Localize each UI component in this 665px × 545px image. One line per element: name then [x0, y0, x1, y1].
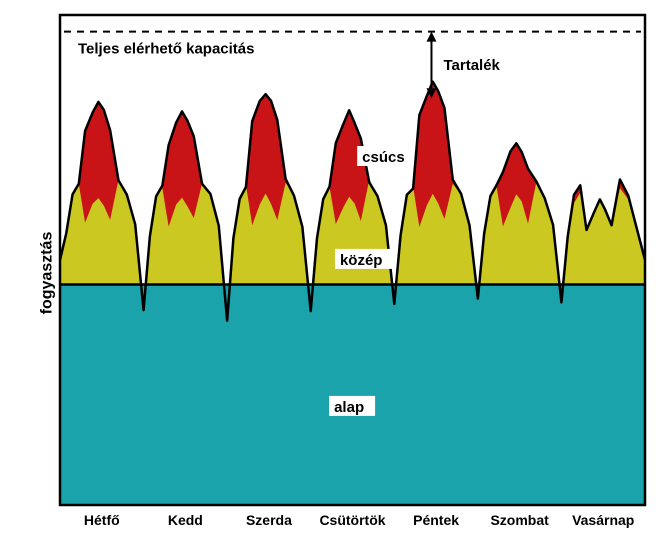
capacity-label: Teljes elérhető kapacitás	[78, 41, 254, 58]
middle-label: közép	[340, 252, 383, 269]
x-tick-label: Péntek	[413, 512, 459, 528]
x-tick-label: Szombat	[490, 512, 549, 528]
reserve-label: Tartalék	[443, 57, 500, 74]
x-tick-label: Hétfő	[84, 512, 120, 528]
base-area	[60, 285, 645, 506]
x-tick-label: Kedd	[168, 512, 203, 528]
x-tick-label: Vasárnap	[572, 512, 634, 528]
peak-label: csúcs	[362, 149, 405, 166]
x-tick-label: Csütörtök	[319, 512, 385, 528]
chart: Teljes elérhető kapacitás Tartalék csúcs kö…	[0, 0, 665, 545]
base-label: alap	[334, 399, 364, 416]
x-tick-label: Szerda	[246, 512, 292, 528]
